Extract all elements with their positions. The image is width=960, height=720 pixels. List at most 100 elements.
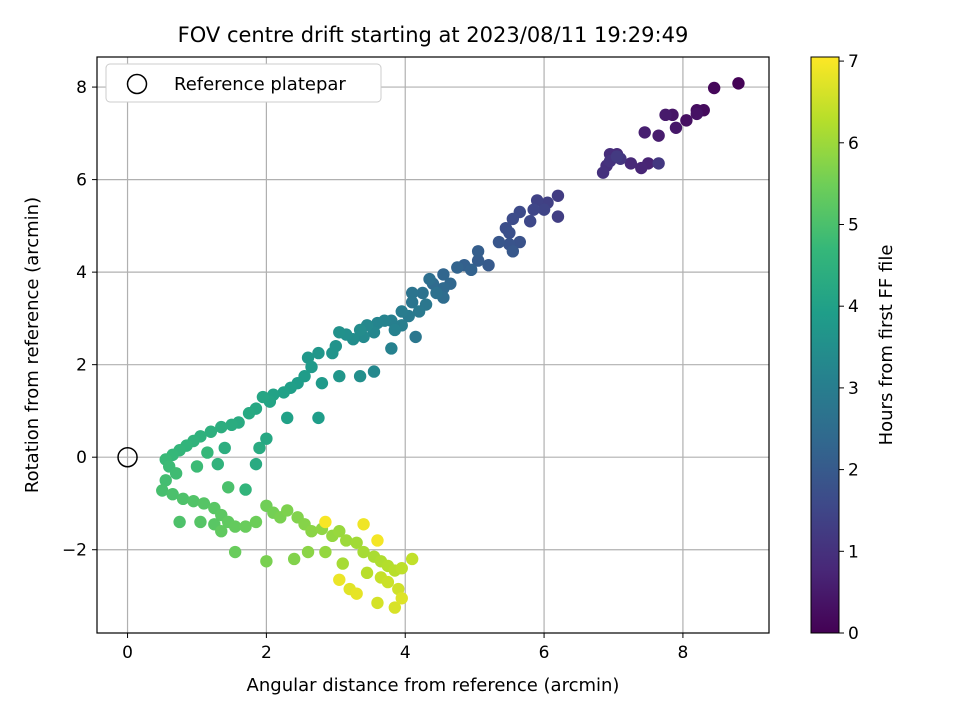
data-point-8 [659,108,672,122]
grid-lines [97,57,769,633]
y-axis-ticks: −2 0 2 4 6 8 [62,78,97,561]
data-point-137 [319,515,332,529]
x-tick-label-2: 4 [400,643,411,663]
data-point-141 [190,460,204,473]
data-point-23 [551,210,565,223]
data-point-106 [249,515,263,529]
data-point-127 [381,575,395,589]
data-point-162 [301,545,315,559]
data-point-20 [652,157,665,170]
data-point-142 [201,446,214,459]
x-tick-label-0: 0 [122,643,133,663]
data-point-33 [513,235,526,249]
data-points [156,77,745,614]
x-tick-label-3: 6 [539,643,550,663]
y-tick-label-0: −2 [62,541,87,561]
colorbar: 0 1 2 3 4 5 6 7 Hours from first FF file [810,52,897,644]
data-point-42 [451,261,464,274]
colorbar-tick-label-2: 2 [848,461,859,481]
reference-marker-group [117,446,138,468]
chart-title: FOV centre drift starting at 2023/08/11 … [178,23,689,47]
data-point-77 [277,386,290,399]
data-point-17 [596,166,610,179]
data-point-48 [423,272,436,286]
x-tick-label-1: 2 [261,643,272,663]
data-point-135 [357,518,370,531]
colorbar-label: Hours from first FF file [876,245,897,446]
data-point-94 [169,467,183,480]
data-point-84 [225,418,238,432]
data-point-0 [732,77,745,90]
data-point-39 [471,245,485,258]
data-point-68 [333,326,346,339]
colorbar-gradient [810,56,840,634]
data-point-163 [319,545,332,559]
reference-platepar-marker [117,446,138,468]
data-point-10 [638,126,651,139]
data-point-140 [211,457,224,471]
data-point-9 [652,129,665,142]
data-point-7 [669,121,683,134]
colorbar-tick-label-5: 5 [848,215,859,235]
data-point-134 [333,573,346,586]
data-point-151 [409,330,422,344]
data-point-147 [312,411,325,425]
data-point-65 [353,323,367,337]
data-point-49 [430,286,443,300]
data-point-50 [416,286,429,300]
data-point-149 [367,365,381,378]
colorbar-tick-label-6: 6 [848,134,859,154]
data-point-129 [371,596,384,610]
data-point-28 [523,215,537,228]
data-point-104 [228,520,242,533]
y-axis-label: Rotation from reference (arcmin) [22,197,43,493]
data-point-139 [239,483,252,496]
colorbar-tick-label-4: 4 [848,297,859,317]
y-tick-label-2: 2 [76,356,87,376]
data-point-59 [388,323,402,337]
data-point-38 [471,254,485,267]
legend-box [105,63,382,103]
data-point-148 [353,370,367,383]
data-point-52 [405,296,419,309]
data-point-22 [551,189,565,202]
data-point-144 [281,411,294,425]
data-point-133 [350,587,363,600]
data-point-41 [464,263,478,277]
colorbar-tick-label-1: 1 [848,542,859,562]
legend-entry-reference-platepar: Reference platepar [174,74,346,95]
data-point-131 [395,592,408,605]
colorbar-tick-label-0: 0 [848,624,859,644]
data-point-27 [527,203,540,216]
data-point-155 [173,515,186,529]
data-point-73 [305,360,318,374]
data-point-36 [506,245,520,258]
data-point-117 [340,534,353,547]
data-point-86 [204,425,218,438]
y-tick-label-1: 0 [76,448,87,468]
data-point-145 [218,441,231,455]
data-point-32 [503,226,516,240]
data-point-82 [242,407,256,420]
data-point-37 [482,258,495,272]
data-point-105 [239,520,252,533]
data-point-51 [405,286,419,300]
data-point-124 [395,562,408,575]
data-point-70 [326,346,339,360]
data-point-97 [166,488,179,501]
data-point-80 [256,390,270,404]
data-point-159 [228,545,242,559]
legend-marker-icon [126,73,148,95]
data-point-110 [281,504,294,517]
data-point-12 [635,161,648,175]
data-point-116 [333,525,346,538]
data-point-1 [707,81,721,95]
data-point-161 [287,552,301,566]
data-point-54 [412,305,426,318]
data-point-150 [385,342,398,355]
data-point-156 [194,515,207,529]
data-point-4 [680,114,693,127]
data-point-71 [312,346,325,360]
data-point-30 [506,212,520,226]
data-point-35 [492,235,506,249]
